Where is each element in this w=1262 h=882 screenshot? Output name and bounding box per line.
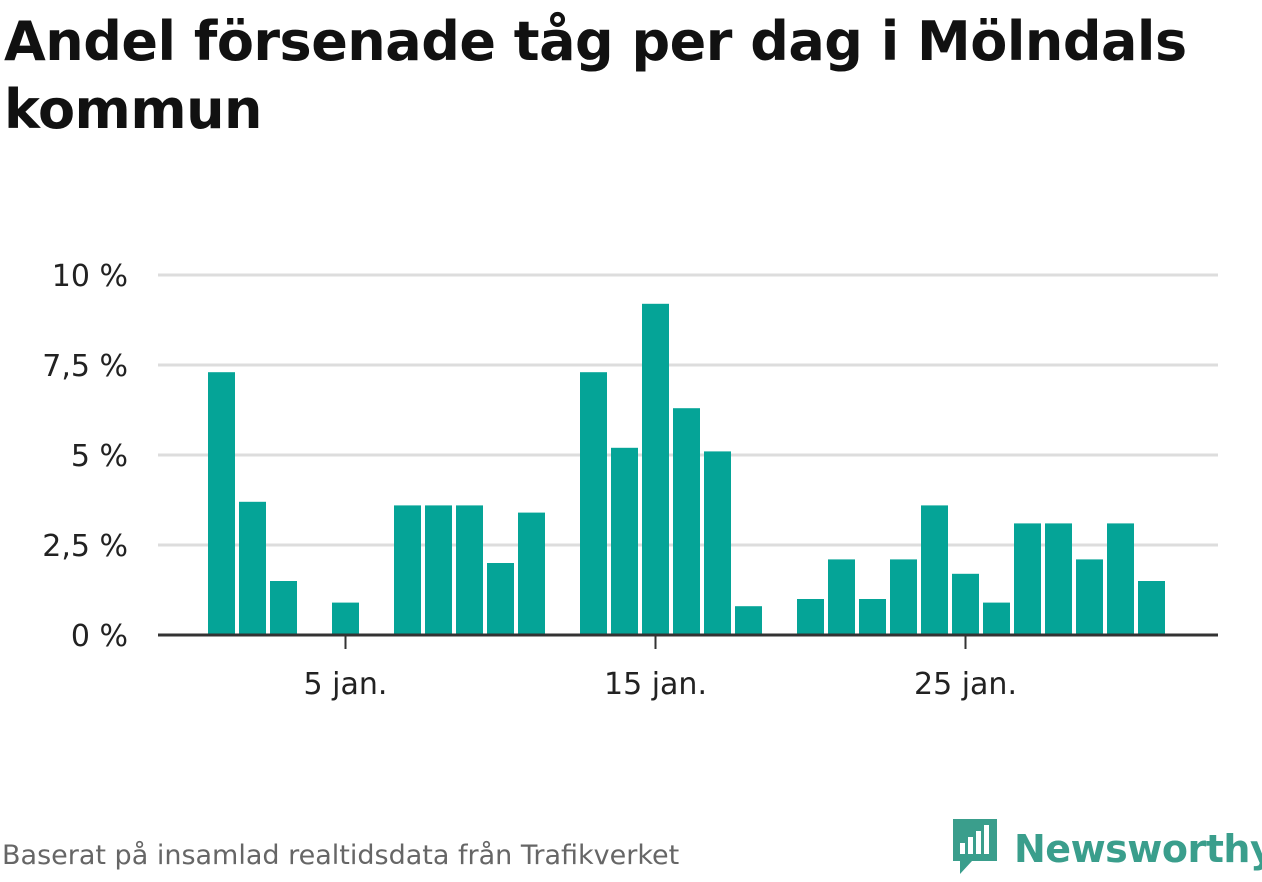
bars	[208, 303, 1165, 635]
bar	[487, 563, 514, 635]
y-tick-label: 5 %	[71, 439, 128, 474]
bar	[239, 501, 266, 635]
bar	[270, 581, 297, 635]
bar	[673, 408, 700, 635]
axes	[158, 633, 1218, 649]
bar	[952, 573, 979, 635]
bar-chart: 0 % 2,5 % 5 % 7,5 % 10 % 5 jan. 15 jan. 25 jan.	[42, 259, 1218, 702]
source-note: Baserat på insamlad realtidsdata från Tr…	[2, 840, 680, 871]
bar	[704, 451, 731, 635]
bar	[797, 599, 824, 635]
bar	[890, 559, 917, 635]
bar	[425, 505, 452, 635]
bar	[611, 447, 638, 635]
x-tick-label: 15 jan.	[604, 667, 707, 702]
chart-title: Andel försenade tåg per dag i Mölndals k…	[4, 10, 1187, 141]
bar	[456, 505, 483, 635]
newsworthy-logo-icon	[950, 816, 1000, 882]
x-tick-label: 25 jan.	[914, 667, 1017, 702]
brand-logo[interactable]: Newsworthy	[950, 818, 1262, 880]
bar	[332, 602, 359, 635]
bar	[1045, 523, 1072, 635]
bar	[518, 512, 545, 635]
tick-labels: 0 % 2,5 % 5 % 7,5 % 10 % 5 jan. 15 jan. 25 jan.	[42, 259, 1017, 702]
bar	[642, 303, 669, 635]
y-tick-label: 2,5 %	[42, 529, 128, 564]
bar	[735, 606, 762, 635]
x-tick-label: 5 jan.	[304, 667, 388, 702]
bar	[983, 602, 1010, 635]
bar	[394, 505, 421, 635]
bar	[1014, 523, 1041, 635]
bar	[1138, 581, 1165, 635]
brand-name: Newsworthy	[1014, 827, 1262, 871]
bar	[859, 599, 886, 635]
y-tick-label: 10 %	[52, 259, 128, 294]
y-tick-label: 7,5 %	[42, 349, 128, 384]
bar	[1076, 559, 1103, 635]
bar	[1107, 523, 1134, 635]
y-tick-label: 0 %	[71, 619, 128, 654]
bar	[828, 559, 855, 635]
bar	[208, 372, 235, 635]
bar	[921, 505, 948, 635]
bar	[580, 372, 607, 635]
